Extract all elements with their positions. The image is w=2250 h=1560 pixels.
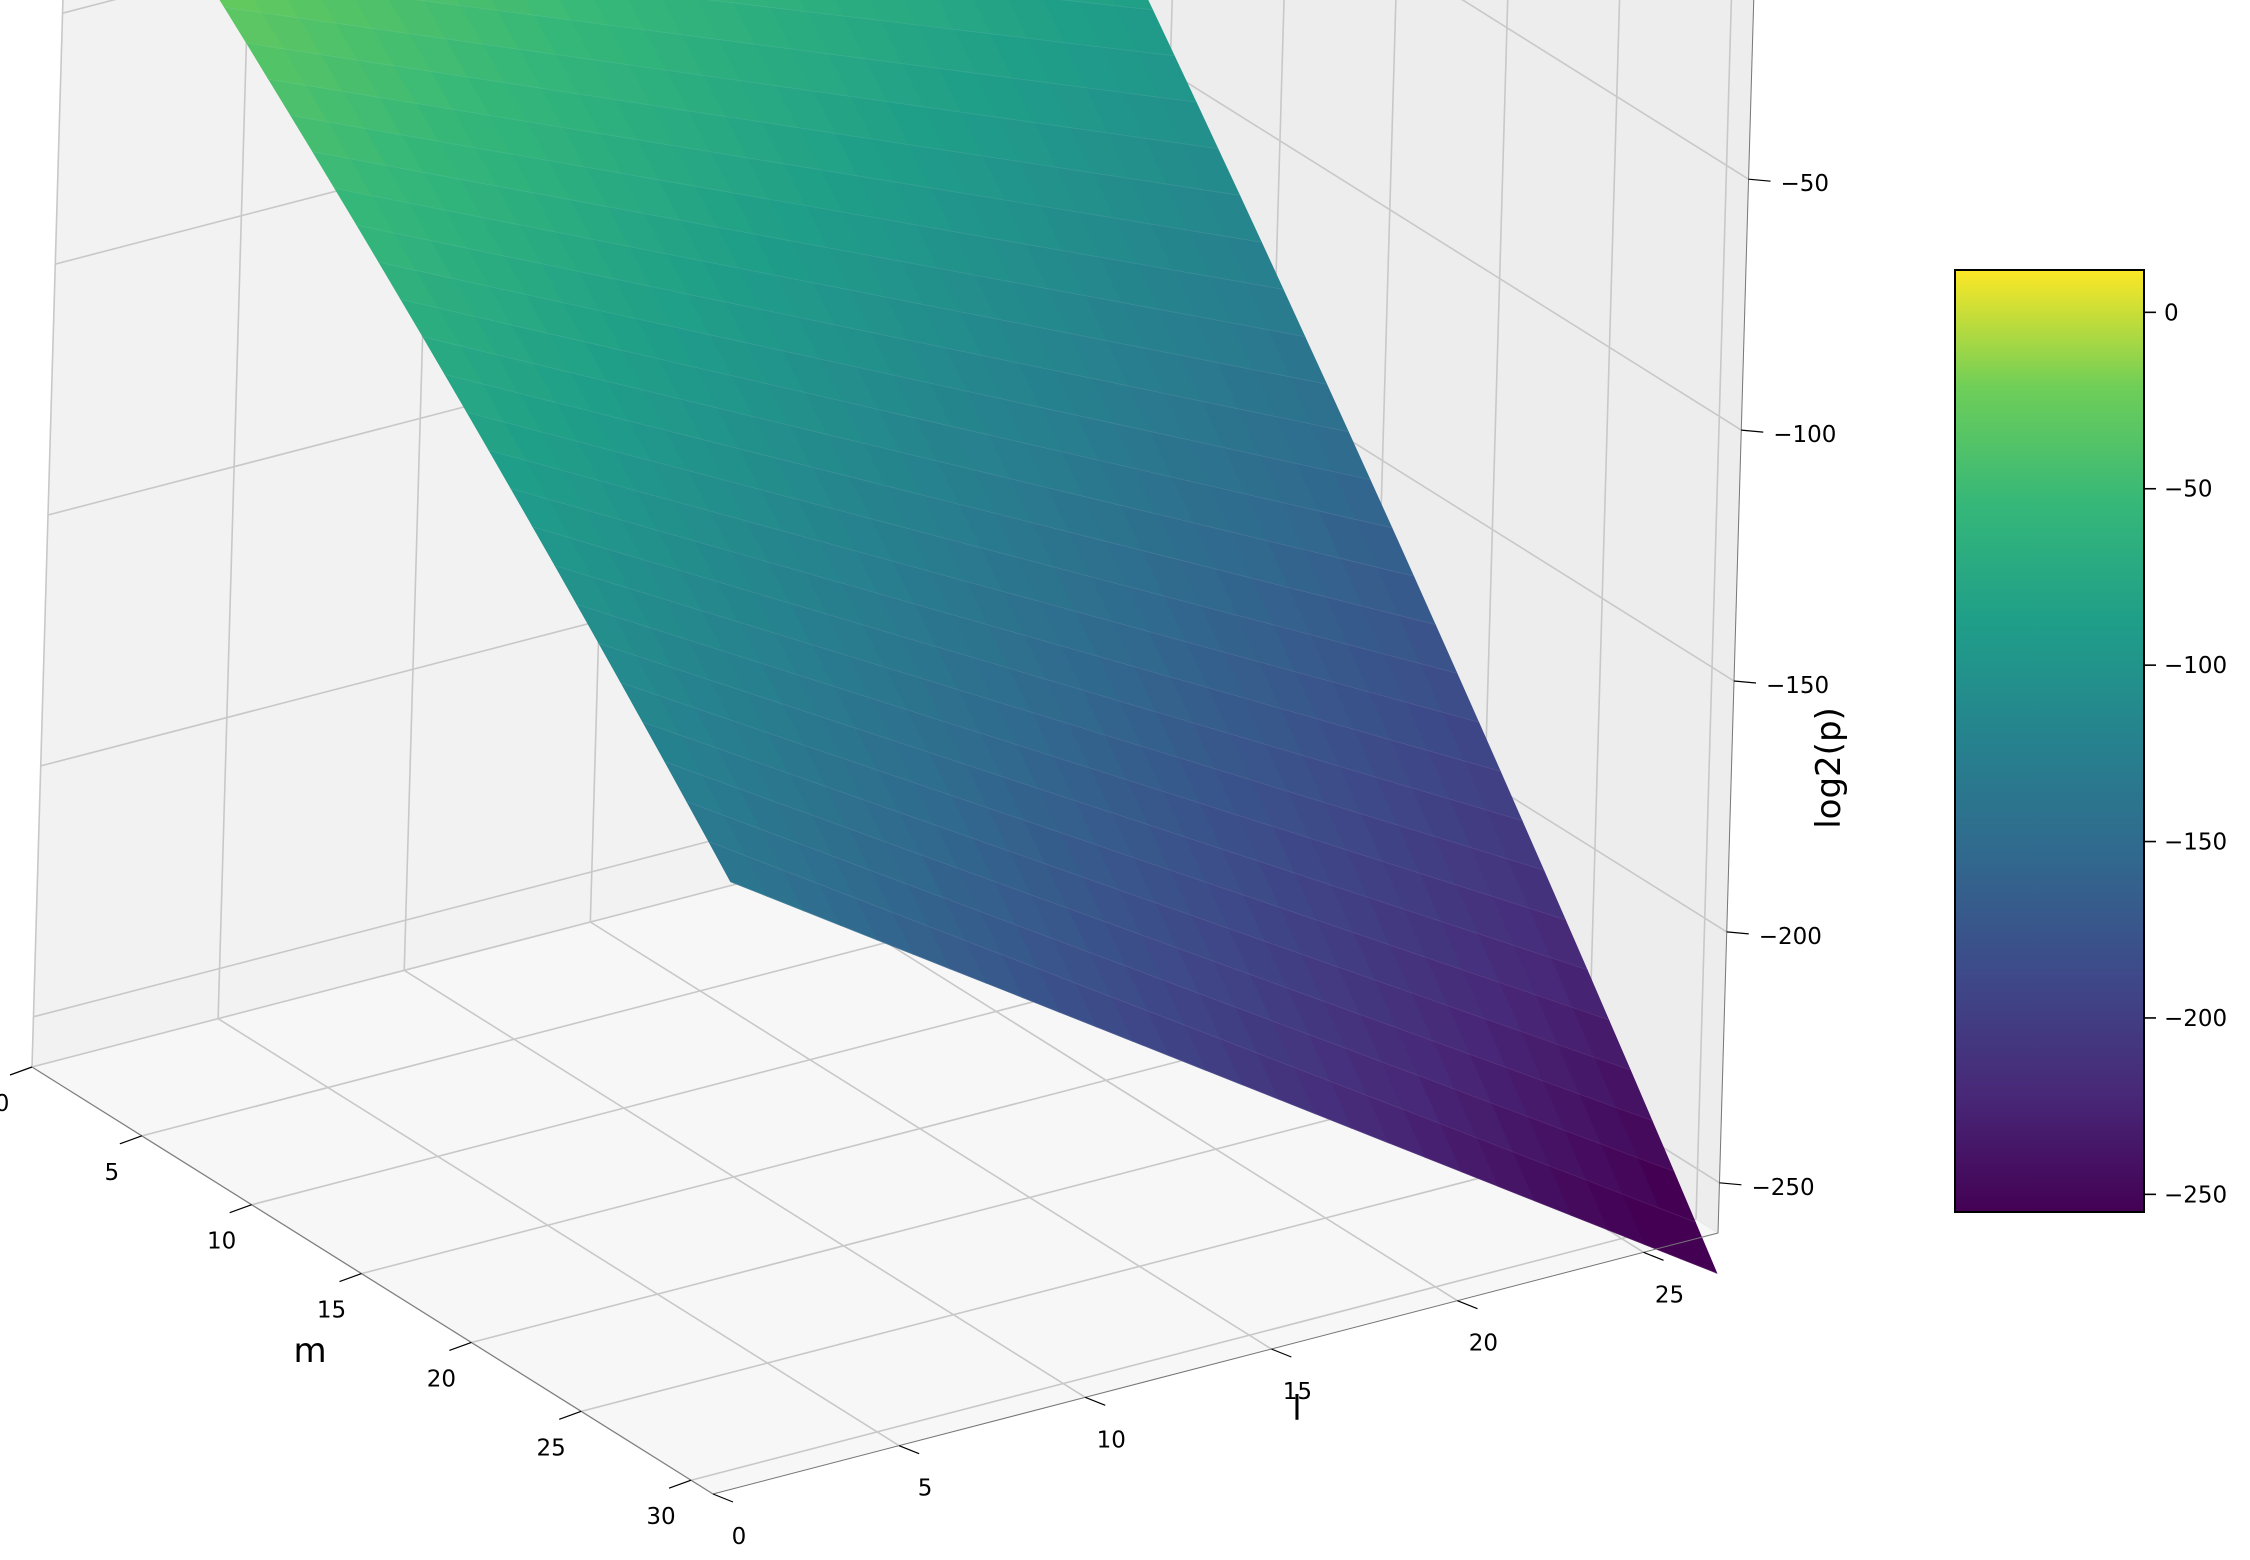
surface-mesh-line xyxy=(642,721,1631,1071)
x-tick-label: 20 xyxy=(427,1366,456,1392)
surface-mesh-line xyxy=(510,488,1501,772)
y-tick-label: 10 xyxy=(1097,1427,1126,1453)
surface-mesh-line xyxy=(400,299,1392,529)
colorbar-tick-label: −250 xyxy=(2164,1182,2227,1208)
x-axis-label: m xyxy=(293,1331,326,1371)
x-tick xyxy=(229,1204,252,1214)
surface-mesh xyxy=(219,0,1718,1274)
surface-mesh-line xyxy=(708,841,1696,1223)
grid-floor-m xyxy=(690,1218,1697,1482)
x-tick-label: 25 xyxy=(537,1435,566,1461)
colorbar-tick-label: −200 xyxy=(2164,1006,2227,1032)
surface-mesh-line xyxy=(488,449,1479,723)
y-tick xyxy=(1271,1348,1292,1358)
surface-mesh-line xyxy=(356,224,1349,433)
x-tick-label: 15 xyxy=(317,1298,346,1324)
surface-mesh-line xyxy=(268,78,1262,243)
z-tick xyxy=(1748,178,1771,182)
surface-mesh-line xyxy=(466,411,1458,674)
x-tick-label: 30 xyxy=(646,1504,675,1530)
surface-mesh-line xyxy=(730,881,1717,1274)
y-tick-label: 0 xyxy=(732,1524,747,1550)
colorbar-tick-label: −150 xyxy=(2164,830,2227,856)
x-tick-label: 10 xyxy=(207,1229,236,1255)
surface-mesh-line xyxy=(224,6,1218,149)
colorbar-tick-label: −100 xyxy=(2164,653,2227,679)
y-tick xyxy=(1457,1300,1478,1310)
surface-mesh-line xyxy=(532,526,1523,821)
y-tick xyxy=(898,1445,920,1455)
y-tick xyxy=(1084,1396,1106,1406)
grid-floor-m xyxy=(471,1080,1477,1344)
grid-wall-z-right xyxy=(1461,0,1749,180)
grid-wall-m xyxy=(1585,0,1621,1151)
surface-mesh-line xyxy=(290,115,1284,290)
z-axis-line xyxy=(1717,0,1755,1234)
surface-mesh-line xyxy=(554,565,1544,871)
x-tick xyxy=(339,1273,362,1283)
colorbar-gradient xyxy=(1954,269,2145,1213)
surface-mesh-line xyxy=(378,261,1371,480)
colorbar-tick-label: −50 xyxy=(2164,477,2213,503)
z-tick-label: −250 xyxy=(1751,1175,1814,1201)
x-tick xyxy=(119,1135,143,1145)
x-tick xyxy=(558,1410,582,1420)
grid-floor-l xyxy=(217,1017,900,1447)
z-tick xyxy=(1726,931,1749,935)
tick-labels: 05101520253005101520250−50−100−150−200−2… xyxy=(0,171,1836,1550)
colorbar-tick-label: 0 xyxy=(2164,300,2179,326)
surface-mesh-line xyxy=(444,374,1436,625)
grid-floor-l xyxy=(403,969,1086,1399)
y-tick-label: 5 xyxy=(918,1476,933,1502)
surface-mesh-line xyxy=(334,188,1327,385)
z-axis-label: log2(p) xyxy=(1809,707,1849,829)
grid-wall-l xyxy=(217,0,249,1019)
z-tick xyxy=(1733,680,1757,684)
surface-mesh-line xyxy=(414,0,1197,103)
y-tick-label: 15 xyxy=(1283,1379,1312,1405)
x-axis-line xyxy=(31,1066,714,1495)
surface-mesh-line xyxy=(686,801,1674,1172)
surface-patch xyxy=(707,840,769,898)
x-tick xyxy=(668,1479,692,1489)
surface-mesh-line xyxy=(706,0,1175,57)
y-axis-line xyxy=(712,1232,1719,1495)
z-tick-label: −150 xyxy=(1766,673,1829,699)
y-tick xyxy=(1643,1251,1664,1261)
x-tick-label: 0 xyxy=(0,1091,9,1117)
z-tick-label: −200 xyxy=(1759,924,1822,950)
z-tick-label: −100 xyxy=(1773,422,1836,448)
x-tick xyxy=(9,1066,33,1076)
grid-wall-m xyxy=(1695,0,1733,1220)
z-tick xyxy=(1719,1182,1742,1186)
colorbar: 0 −50 −100 −150 −200 −250 xyxy=(1954,269,2227,1213)
grid-wall-l xyxy=(31,0,64,1068)
surface-mesh-line xyxy=(620,682,1609,1021)
surface-mesh-line xyxy=(312,151,1305,337)
axes-lines-and-ticks xyxy=(9,0,1771,1503)
y-tick xyxy=(712,1493,734,1503)
surface-mesh-line xyxy=(664,761,1653,1121)
y-tick-label: 25 xyxy=(1655,1282,1684,1308)
z-tick xyxy=(1741,429,1764,433)
surface-mesh-line xyxy=(576,604,1566,921)
x-tick xyxy=(449,1341,472,1352)
surface-mesh-line xyxy=(422,336,1414,577)
surface-mesh-line xyxy=(598,643,1588,970)
y-axis-label: l xyxy=(1292,1389,1301,1429)
z-tick-label: −50 xyxy=(1781,171,1830,197)
x-tick-label: 5 xyxy=(105,1160,120,1186)
grid-floor-l xyxy=(589,921,1272,1350)
grid-floor-m xyxy=(580,1149,1587,1413)
surface-mesh-line xyxy=(246,42,1240,196)
y-tick-label: 20 xyxy=(1469,1331,1498,1357)
